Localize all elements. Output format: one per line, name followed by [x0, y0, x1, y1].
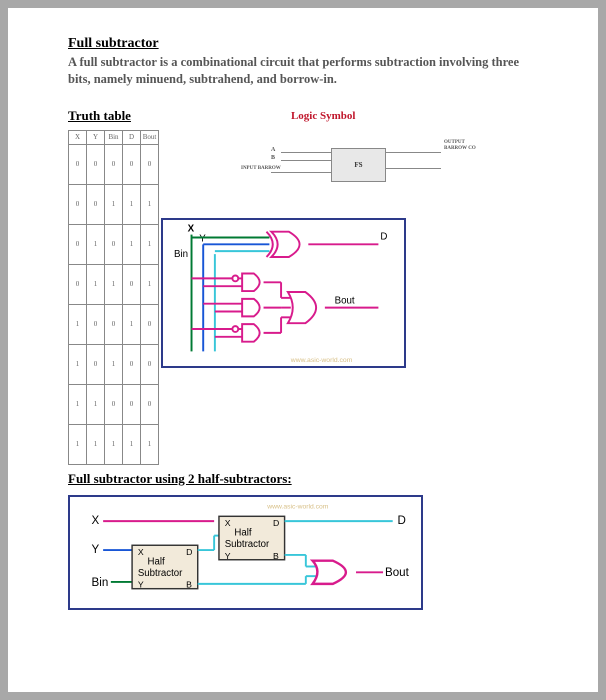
table-row: 00000	[69, 144, 159, 184]
output-bout-label: BARROW CO	[444, 146, 476, 151]
truth-cell: 0	[141, 344, 159, 384]
truth-cell: 1	[141, 264, 159, 304]
output-d-label: OUTPUT	[444, 140, 465, 145]
truth-cell: 0	[105, 384, 123, 424]
svg-text:Bout: Bout	[385, 567, 410, 579]
truth-col-header: X	[69, 130, 87, 144]
truth-cell: 1	[69, 424, 87, 464]
truth-table-heading: Truth table	[68, 108, 131, 124]
truth-cell: 0	[105, 224, 123, 264]
svg-text:Y: Y	[138, 579, 144, 589]
svg-text:B: B	[273, 551, 279, 561]
main-title: Full subtractor	[68, 36, 538, 52]
svg-text:Half: Half	[148, 556, 165, 567]
svg-text:www.asic-world.com: www.asic-world.com	[266, 503, 329, 510]
description-text: A full subtractor is a combinational cir…	[68, 54, 538, 88]
truth-col-header: Bin	[105, 130, 123, 144]
x-label: X	[188, 223, 195, 234]
truth-col-header: Y	[87, 130, 105, 144]
svg-text:D: D	[398, 515, 406, 527]
input-bin-label: INPUT BARROW	[241, 166, 281, 171]
svg-text:www.asic-world.com: www.asic-world.com	[290, 357, 353, 364]
truth-cell: 0	[141, 384, 159, 424]
table-row: 00111	[69, 184, 159, 224]
gates-diagram: X Y Bin D	[161, 218, 406, 368]
truth-cell: 1	[123, 224, 141, 264]
truth-cell: 1	[87, 424, 105, 464]
truth-cell: 0	[87, 184, 105, 224]
truth-cell: 0	[69, 264, 87, 304]
svg-text:D: D	[273, 518, 279, 528]
truth-cell: 1	[87, 264, 105, 304]
truth-cell: 1	[123, 184, 141, 224]
svg-text:Subtractor: Subtractor	[225, 539, 270, 550]
svg-text:Bin: Bin	[174, 249, 188, 260]
table-row: 10100	[69, 344, 159, 384]
truth-cell: 1	[69, 384, 87, 424]
table-row: 11000	[69, 384, 159, 424]
truth-cell: 0	[69, 144, 87, 184]
document-page: Full subtractor A full subtractor is a c…	[8, 8, 598, 692]
svg-text:X: X	[138, 547, 144, 557]
truth-cell: 1	[69, 344, 87, 384]
section-headers: Truth table Logic Symbol	[68, 108, 538, 124]
svg-text:Bin: Bin	[92, 577, 109, 589]
truth-cell: 0	[141, 144, 159, 184]
input-b-label: B	[271, 155, 275, 161]
truth-cell: 1	[123, 424, 141, 464]
truth-cell: 0	[87, 144, 105, 184]
svg-text:Subtractor: Subtractor	[138, 568, 183, 579]
input-a-label: A	[271, 147, 275, 153]
truth-cell: 0	[123, 384, 141, 424]
truth-cell: 0	[141, 304, 159, 344]
truth-cell: 0	[69, 184, 87, 224]
truth-col-header: Bout	[141, 130, 159, 144]
half-subtractor-heading: Full subtractor using 2 half-subtractors…	[68, 471, 538, 487]
truth-table: XYBinDBout 00000001110101101101100101010…	[68, 130, 159, 465]
svg-text:Bout: Bout	[335, 295, 355, 306]
truth-cell: 0	[87, 344, 105, 384]
svg-text:Y: Y	[199, 233, 206, 244]
svg-text:B: B	[186, 579, 192, 589]
truth-cell: 1	[141, 224, 159, 264]
svg-text:D: D	[186, 547, 192, 557]
truth-cell: 1	[105, 184, 123, 224]
truth-cell: 1	[141, 424, 159, 464]
content-row: XYBinDBout 00000001110101101101100101010…	[68, 130, 538, 465]
half-subtractor-diagram: www.asic-world.com X Y Bin X Half Subtra…	[68, 495, 423, 610]
truth-cell: 1	[69, 304, 87, 344]
svg-text:X: X	[92, 515, 100, 527]
svg-text:D: D	[380, 231, 387, 242]
truth-cell: 1	[123, 304, 141, 344]
truth-cell: 1	[105, 264, 123, 304]
truth-cell: 1	[141, 184, 159, 224]
fs-box: FS	[331, 148, 386, 182]
truth-cell: 0	[123, 144, 141, 184]
truth-cell: 0	[123, 344, 141, 384]
table-row: 10010	[69, 304, 159, 344]
logic-symbol-heading: Logic Symbol	[291, 110, 355, 122]
truth-cell: 1	[87, 384, 105, 424]
truth-col-header: D	[123, 130, 141, 144]
table-row: 01011	[69, 224, 159, 264]
truth-cell: 1	[105, 344, 123, 384]
truth-cell: 0	[105, 144, 123, 184]
truth-cell: 0	[87, 304, 105, 344]
truth-cell: 1	[87, 224, 105, 264]
truth-cell: 0	[123, 264, 141, 304]
block-diagram: FS A B INPUT BARROW OUTPUT BARROW CO	[241, 130, 538, 200]
svg-text:Y: Y	[225, 551, 231, 561]
right-column: FS A B INPUT BARROW OUTPUT BARROW CO X	[171, 130, 538, 368]
truth-cell: 0	[69, 224, 87, 264]
svg-text:Half: Half	[234, 527, 251, 538]
truth-cell: 0	[105, 304, 123, 344]
table-row: 01101	[69, 264, 159, 304]
table-row: 11111	[69, 424, 159, 464]
truth-cell: 1	[105, 424, 123, 464]
svg-text:X: X	[225, 518, 231, 528]
svg-text:Y: Y	[92, 544, 100, 556]
